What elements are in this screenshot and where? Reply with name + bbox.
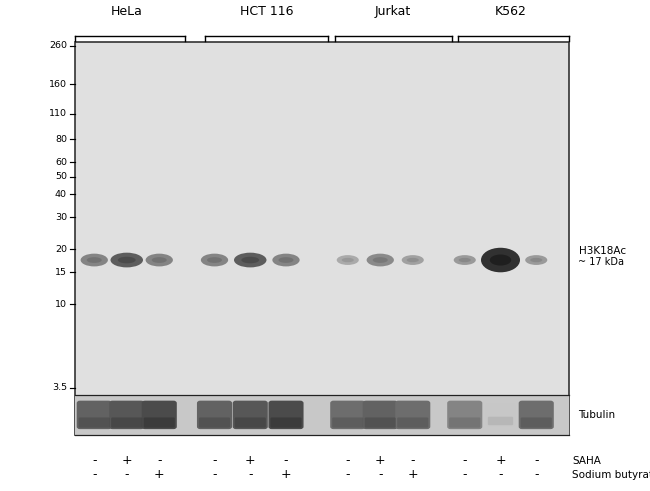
Text: -: - — [499, 468, 502, 481]
Ellipse shape — [454, 255, 476, 265]
Text: -: - — [284, 454, 288, 467]
FancyBboxPatch shape — [363, 401, 398, 429]
Ellipse shape — [342, 258, 354, 262]
Text: 40: 40 — [55, 190, 67, 199]
Ellipse shape — [367, 254, 394, 267]
FancyBboxPatch shape — [270, 417, 302, 428]
Ellipse shape — [459, 258, 471, 262]
Ellipse shape — [241, 257, 259, 263]
Text: K562: K562 — [494, 5, 526, 18]
Ellipse shape — [490, 254, 512, 266]
FancyBboxPatch shape — [330, 401, 365, 429]
Text: -: - — [411, 454, 415, 467]
Ellipse shape — [278, 257, 294, 263]
Text: 50: 50 — [55, 172, 67, 181]
Ellipse shape — [118, 257, 136, 263]
FancyBboxPatch shape — [197, 401, 232, 429]
Ellipse shape — [201, 254, 228, 267]
FancyBboxPatch shape — [142, 401, 177, 429]
Text: 10: 10 — [55, 300, 67, 309]
Ellipse shape — [407, 258, 419, 262]
Text: +: + — [375, 454, 385, 467]
Ellipse shape — [151, 257, 167, 263]
Text: 160: 160 — [49, 80, 67, 89]
FancyBboxPatch shape — [79, 417, 110, 428]
Ellipse shape — [337, 255, 359, 265]
Text: -: - — [92, 454, 96, 467]
Text: -: - — [346, 454, 350, 467]
Text: ~ 17 kDa: ~ 17 kDa — [578, 257, 625, 267]
FancyBboxPatch shape — [235, 417, 266, 428]
FancyBboxPatch shape — [449, 417, 480, 428]
Ellipse shape — [86, 257, 102, 263]
FancyBboxPatch shape — [233, 401, 268, 429]
Text: 60: 60 — [55, 158, 67, 166]
Ellipse shape — [402, 255, 424, 265]
Text: -: - — [125, 468, 129, 481]
Text: +: + — [245, 454, 255, 467]
Text: -: - — [157, 454, 161, 467]
FancyBboxPatch shape — [109, 401, 144, 429]
FancyBboxPatch shape — [447, 401, 482, 429]
Ellipse shape — [530, 258, 542, 262]
FancyBboxPatch shape — [144, 417, 175, 428]
Text: -: - — [463, 454, 467, 467]
Ellipse shape — [81, 254, 108, 267]
Bar — [75, 395, 569, 435]
Text: 30: 30 — [55, 213, 67, 222]
Text: 20: 20 — [55, 245, 67, 254]
Text: +: + — [408, 468, 418, 481]
Ellipse shape — [272, 254, 300, 267]
Text: Tubulin: Tubulin — [578, 410, 616, 420]
Text: 15: 15 — [55, 268, 67, 277]
Bar — [75, 42, 569, 435]
FancyBboxPatch shape — [77, 401, 112, 429]
Ellipse shape — [372, 257, 388, 263]
FancyBboxPatch shape — [486, 403, 515, 427]
Ellipse shape — [481, 248, 520, 273]
FancyBboxPatch shape — [519, 401, 554, 429]
Text: 260: 260 — [49, 41, 67, 50]
Text: -: - — [346, 468, 350, 481]
Text: -: - — [248, 468, 252, 481]
Text: 80: 80 — [55, 135, 67, 144]
Text: -: - — [534, 468, 538, 481]
FancyBboxPatch shape — [488, 417, 514, 425]
Text: -: - — [92, 468, 96, 481]
Text: -: - — [213, 454, 216, 467]
Text: +: + — [281, 468, 291, 481]
FancyBboxPatch shape — [268, 401, 304, 429]
Text: +: + — [154, 468, 164, 481]
Text: Sodium butyrate: Sodium butyrate — [572, 470, 650, 480]
FancyBboxPatch shape — [199, 417, 230, 428]
Text: +: + — [495, 454, 506, 467]
Text: -: - — [378, 468, 382, 481]
Text: H3K18Ac: H3K18Ac — [578, 246, 625, 256]
Text: -: - — [213, 468, 216, 481]
Text: SAHA: SAHA — [572, 456, 601, 465]
FancyBboxPatch shape — [365, 417, 396, 428]
Text: Jurkat: Jurkat — [375, 5, 411, 18]
FancyBboxPatch shape — [395, 401, 430, 429]
Ellipse shape — [234, 253, 266, 268]
Text: 110: 110 — [49, 109, 67, 118]
Ellipse shape — [207, 257, 222, 263]
Ellipse shape — [111, 253, 143, 268]
Text: 3.5: 3.5 — [52, 383, 67, 392]
FancyBboxPatch shape — [397, 417, 428, 428]
Text: +: + — [122, 454, 132, 467]
Ellipse shape — [146, 254, 173, 267]
Text: HCT 116: HCT 116 — [240, 5, 293, 18]
FancyBboxPatch shape — [111, 417, 142, 428]
Ellipse shape — [525, 255, 547, 265]
FancyBboxPatch shape — [332, 417, 363, 428]
Text: -: - — [534, 454, 538, 467]
FancyBboxPatch shape — [521, 417, 552, 428]
Text: HeLa: HeLa — [111, 5, 143, 18]
Text: -: - — [463, 468, 467, 481]
